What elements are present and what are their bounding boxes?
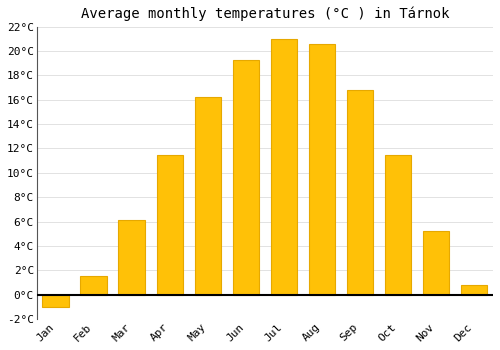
Bar [460, 285, 487, 295]
Bar [232, 60, 259, 295]
Bar [384, 155, 411, 295]
Bar [346, 90, 374, 295]
Bar [80, 276, 107, 295]
Bar [270, 39, 297, 295]
Bar [118, 220, 145, 295]
Bar [42, 295, 69, 307]
Bar [422, 231, 450, 295]
Title: Average monthly temperatures (°C ) in Tárnok: Average monthly temperatures (°C ) in Tá… [80, 7, 449, 21]
Bar [156, 155, 183, 295]
Bar [308, 44, 335, 295]
Bar [194, 97, 221, 295]
